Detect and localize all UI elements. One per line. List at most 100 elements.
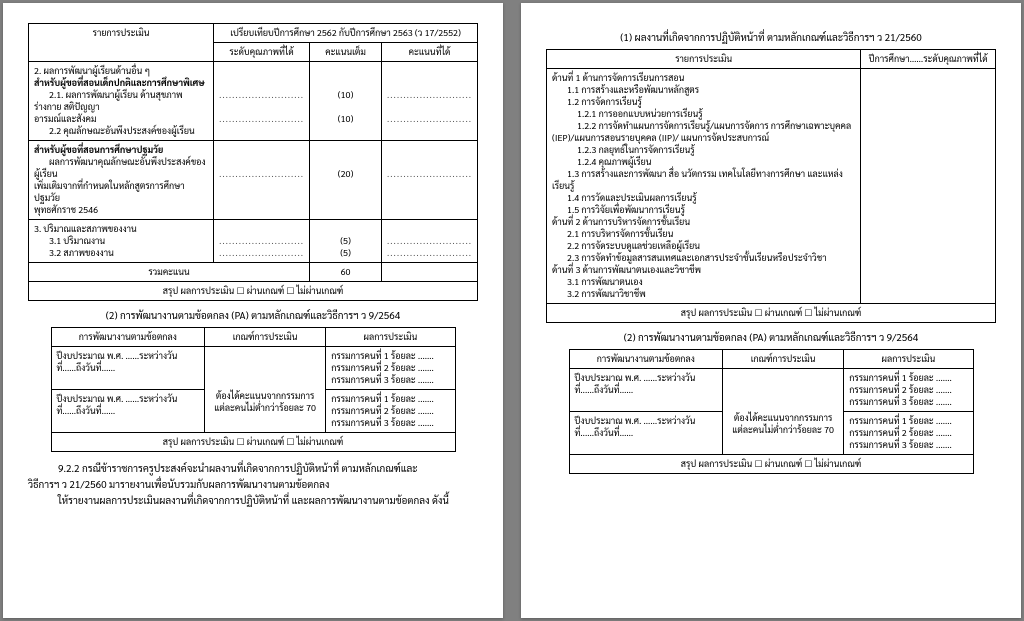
d2: ด้านที่ 2 ด้านการบริหารจัดการชั้นเรียน: [552, 216, 855, 228]
pa-row1: ปีงบประมาณ พ.ศ. ......ระหว่างวันที่.....…: [51, 347, 205, 390]
summary-row: สรุป ผลการประเมิน ☐ ผ่านเกณฑ์ ☐ ไม่ผ่านเ…: [29, 282, 478, 301]
row-2: 2. ผลการพัฒนาผู้เรียนด้านอื่น ๆ สำหรับผู…: [29, 62, 214, 141]
pa-h1: การพัฒนางานตามข้อตกลง: [51, 328, 205, 347]
score-cell: (10)(10): [310, 62, 382, 141]
d3-2: 3.2 การพัฒนาวิชาชีพ: [552, 288, 855, 300]
score: (5): [340, 247, 351, 259]
cell-text: ผลการพัฒนาคุณลักษณะอันพึงประสงค์ของผู้เร…: [34, 156, 208, 180]
d1-5: 1.5 การวิจัยเพื่อพัฒนาการเรียนรู้: [552, 204, 855, 216]
paragraph-922b: วิธีการฯ ว 21/2560 มารายงานเพื่อนับรวมกั…: [28, 478, 478, 491]
result-line: กรรมการคนที่ 3 ร้อยละ .......: [331, 417, 449, 429]
score: (20): [338, 168, 354, 180]
pa-result2: กรรมการคนที่ 1 ร้อยละ ....... กรรมการคนท…: [326, 390, 455, 433]
col-header-1: รายการประเมิน: [29, 24, 214, 62]
d3: ด้านที่ 3 ด้านการพัฒนาตนเองและวิชาชีพ: [552, 264, 855, 276]
blank-cell: ..........................: [214, 141, 310, 220]
blank-cell: ........................................…: [214, 62, 310, 141]
sub-header-1: ระดับคุณภาพที่ได้: [214, 43, 310, 62]
pa2-criteria: ต้องได้คะแนนจากกรรมการ แต่ละคนไม่ต่ำกว่า…: [723, 369, 844, 455]
result-line: กรรมการคนที่ 2 ร้อยละ .......: [331, 362, 449, 374]
page-right: (1) ผลงานที่เกิดจากการปฏิบัติหน้าที่ ตาม…: [521, 3, 1021, 618]
cell-text: เพิ่มเติมจากที่กำหนดในหลักสูตรการศึกษาปฐ…: [34, 180, 208, 204]
d1-2-1: 1.2.1 การออกแบบหน่วยการเรียนรู้: [552, 108, 855, 120]
cell-text: 3. ปริมาณและสภาพของงาน: [34, 223, 208, 235]
blank-cell: ........................................…: [382, 220, 478, 263]
d2-1: 2.1 การบริหารจัดการชั้นเรียน: [552, 228, 855, 240]
pa2-h2: เกณฑ์การประเมิน: [723, 350, 844, 369]
row-3: สำหรับผู้ขอที่สอนการศึกษาปฐมวัย ผลการพัฒ…: [29, 141, 214, 220]
pt-h2: ปีการศึกษา......ระดับคุณภาพที่ได้: [861, 50, 996, 69]
sum-label: รวมคะแนน: [29, 263, 310, 282]
d1: ด้านที่ 1 ด้านการจัดการเรียนการสอน: [552, 72, 855, 84]
result-line: กรรมการคนที่ 3 ร้อยละ .......: [849, 396, 967, 408]
result-line: กรรมการคนที่ 1 ร้อยละ .......: [331, 393, 449, 405]
result-line: กรรมการคนที่ 3 ร้อยละ .......: [331, 374, 449, 386]
row-4: 3. ปริมาณและสภาพของงาน 3.1 ปริมาณงาน 3.2…: [29, 220, 214, 263]
result-line: กรรมการคนที่ 3 ร้อยละ .......: [849, 439, 967, 451]
heading-r1: (1) ผลงานที่เกิดจากการปฏิบัติหน้าที่ ตาม…: [546, 31, 996, 44]
cell-text: สำหรับผู้ขอที่สอนเด็กปกติและการศึกษาพิเศ…: [34, 77, 208, 89]
pa2-row1: ปีงบประมาณ พ.ศ. ......ระหว่างวันที่.....…: [569, 369, 723, 412]
pa-table-2: การพัฒนางานตามข้อตกลง เกณฑ์การประเมิน ผล…: [569, 349, 974, 474]
cell-text: 3.1 ปริมาณงาน: [34, 235, 208, 247]
score-cell: (20): [310, 141, 382, 220]
pa-result1: กรรมการคนที่ 1 ร้อยละ ....... กรรมการคนท…: [326, 347, 455, 390]
score-cell: (5)(5): [310, 220, 382, 263]
criteria-text: แต่ละคนไม่ต่ำกว่าร้อยละ 70: [728, 424, 838, 436]
pa2-summary: สรุป ผลการประเมิน ☐ ผ่านเกณฑ์ ☐ ไม่ผ่านเ…: [569, 455, 973, 474]
pt-summary: สรุป ผลการประเมิน ☐ ผ่านเกณฑ์ ☐ ไม่ผ่านเ…: [547, 304, 996, 323]
d1-2-2b: (IEP)/แผนการสอนรายบุคคล (IIP)/ แผนการจัด…: [552, 132, 855, 144]
pa-h3: ผลการประเมิน: [326, 328, 455, 347]
cell-text: 2.1. ผลการพัฒนาผู้เรียน ด้านสุขภาพ ร่างก…: [34, 89, 208, 113]
d1-1: 1.1 การสร้างและหรือพัฒนาหลักสูตร: [552, 84, 855, 96]
paragraph-report: ให้รายงานผลการประเมินผลงานที่เกิดจากการป…: [28, 494, 478, 507]
pa-table-1: การพัฒนางานตามข้อตกลง เกณฑ์การประเมิน ผล…: [51, 327, 456, 452]
pt-blank: [861, 69, 996, 304]
pa-row2: ปีงบประมาณ พ.ศ. ......ระหว่างวันที่.....…: [51, 390, 205, 433]
blank-cell: [382, 263, 478, 282]
cell-text: พุทธศักราช 2546: [34, 204, 208, 216]
score: (5): [340, 235, 351, 247]
sub-header-3: คะแนนที่ได้: [382, 43, 478, 62]
performance-table: รายการประเมิน ปีการศึกษา......ระดับคุณภา…: [546, 49, 996, 323]
blank-cell: ........................................…: [214, 220, 310, 263]
pa-h2: เกณฑ์การประเมิน: [205, 328, 326, 347]
result-line: กรรมการคนที่ 2 ร้อยละ .......: [849, 384, 967, 396]
d3-1: 3.1 การพัฒนาตนเอง: [552, 276, 855, 288]
result-line: กรรมการคนที่ 2 ร้อยละ .......: [331, 405, 449, 417]
score: (10): [338, 113, 354, 125]
sum-value: 60: [310, 263, 382, 282]
cell-text: 2. ผลการพัฒนาผู้เรียนด้านอื่น ๆ: [34, 65, 208, 77]
cell-text: สำหรับผู้ขอที่สอนการศึกษาปฐมวัย: [34, 144, 208, 156]
pa2-result1: กรรมการคนที่ 1 ร้อยละ ....... กรรมการคนท…: [844, 369, 973, 412]
pa2-h1: การพัฒนางานตามข้อตกลง: [569, 350, 723, 369]
blank-cell: ..........................: [382, 141, 478, 220]
blank-cell: ........................................…: [382, 62, 478, 141]
pa-summary: สรุป ผลการประเมิน ☐ ผ่านเกณฑ์ ☐ ไม่ผ่านเ…: [51, 433, 455, 452]
d1-3: 1.3 การสร้างและการพัฒนา สื่อ นวัตกรรม เท…: [552, 168, 855, 192]
page-left: รายการประเมิน เปรียบเทียบปีการศึกษา 2562…: [3, 3, 503, 618]
criteria-text: แต่ละคนไม่ต่ำกว่าร้อยละ 70: [210, 402, 320, 414]
page-gap: [506, 0, 518, 621]
cell-text: 2.2 คุณลักษณะอันพึงประสงค์ของผู้เรียน: [34, 125, 208, 137]
d1-2: 1.2 การจัดการเรียนรู้: [552, 96, 855, 108]
cell-text: 3.2 สภาพของงาน: [34, 247, 208, 259]
d1-4: 1.4 การวัดและประเมินผลการเรียนรู้: [552, 192, 855, 204]
evaluation-table-1: รายการประเมิน เปรียบเทียบปีการศึกษา 2562…: [28, 23, 478, 301]
paragraph-922: 9.2.2 กรณีข้าราชการครูประสงค์จะนำผลงานที…: [28, 462, 478, 475]
col-header-merged: เปรียบเทียบปีการศึกษา 2562 กับปีการศึกษา…: [214, 24, 478, 43]
pa2-row2: ปีงบประมาณ พ.ศ. ......ระหว่างวันที่.....…: [569, 412, 723, 455]
result-line: กรรมการคนที่ 1 ร้อยละ .......: [331, 350, 449, 362]
pt-body: ด้านที่ 1 ด้านการจัดการเรียนการสอน 1.1 ก…: [547, 69, 861, 304]
result-line: กรรมการคนที่ 1 ร้อยละ .......: [849, 415, 967, 427]
criteria-text: ต้องได้คะแนนจากกรรมการ: [210, 390, 320, 402]
heading-pa: (2) การพัฒนางานตามข้อตกลง (PA) ตามหลักเก…: [28, 309, 478, 322]
heading-r2: (2) การพัฒนางานตามข้อตกลง (PA) ตามหลักเก…: [546, 331, 996, 344]
criteria-text: ต้องได้คะแนนจากกรรมการ: [728, 412, 838, 424]
pa-criteria: ต้องได้คะแนนจากกรรมการ แต่ละคนไม่ต่ำกว่า…: [205, 347, 326, 433]
sub-header-2: คะแนนเต็ม: [310, 43, 382, 62]
d1-2-4: 1.2.4 คุณภาพผู้เรียน: [552, 156, 855, 168]
result-line: กรรมการคนที่ 2 ร้อยละ .......: [849, 427, 967, 439]
d2-2: 2.2 การจัดระบบดูแลช่วยเหลือผู้เรียน: [552, 240, 855, 252]
pt-h1: รายการประเมิน: [547, 50, 861, 69]
